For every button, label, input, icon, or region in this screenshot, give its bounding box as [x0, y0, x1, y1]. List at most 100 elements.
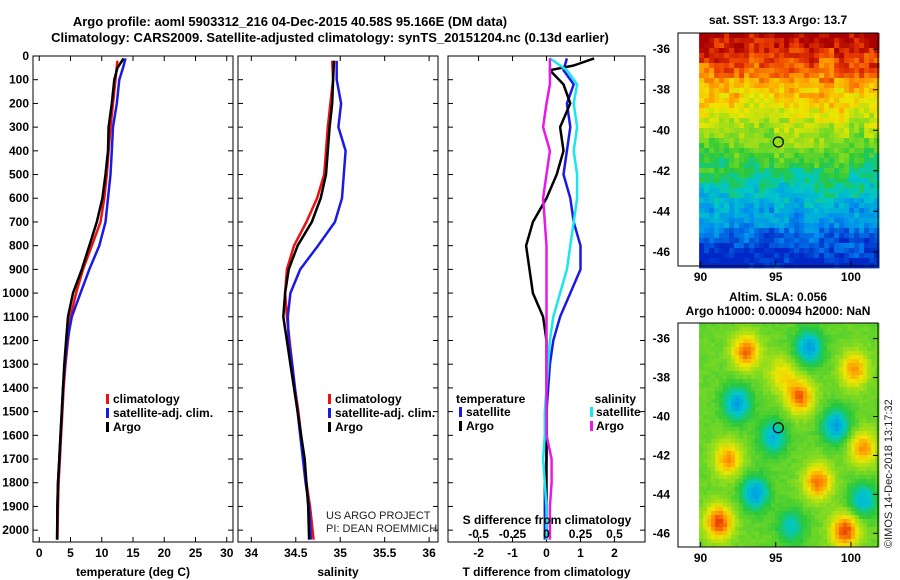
map-cell	[823, 331, 828, 336]
map-cell	[744, 203, 750, 209]
map-cell	[819, 455, 824, 460]
map-cell	[799, 173, 805, 179]
map-cell	[819, 519, 824, 524]
map-cell	[759, 98, 765, 104]
map-cell	[739, 38, 745, 44]
map-cell	[844, 38, 850, 44]
map-cell	[724, 208, 730, 214]
map-cell	[723, 355, 728, 360]
map-cell	[814, 223, 820, 229]
map-cell	[731, 379, 736, 384]
map-cell	[735, 403, 740, 408]
map-cell	[787, 527, 792, 532]
map-cell	[771, 507, 776, 512]
map-cell	[759, 118, 765, 124]
map-cell	[864, 63, 870, 69]
map-cell	[819, 33, 825, 39]
map-cell	[735, 427, 740, 432]
map-cell	[754, 248, 760, 254]
map-cell	[755, 499, 760, 504]
map-cell	[739, 463, 744, 468]
map-cell	[795, 391, 800, 396]
map-cell	[729, 118, 735, 124]
map-cell	[759, 447, 764, 452]
map-cell	[854, 68, 860, 74]
map-cell	[735, 519, 740, 524]
map-cell	[824, 173, 830, 179]
map-cell	[867, 427, 872, 432]
map-cell	[803, 535, 808, 540]
map-cell	[843, 327, 848, 332]
map-cell	[867, 523, 872, 528]
map-cell	[787, 447, 792, 452]
map-cell	[719, 443, 724, 448]
map-cell	[803, 483, 808, 488]
map-cell	[709, 258, 715, 264]
map-cell	[731, 471, 736, 476]
map-cell	[711, 447, 716, 452]
map-cell	[815, 343, 820, 348]
map-cell	[859, 391, 864, 396]
map-cell	[751, 339, 756, 344]
map-cell	[771, 331, 776, 336]
map-cell	[784, 198, 790, 204]
map-cell	[774, 213, 780, 219]
map-cell	[724, 63, 730, 69]
map-cell	[827, 351, 832, 356]
map-cell	[843, 427, 848, 432]
map-cell	[851, 415, 856, 420]
map-cell	[715, 323, 720, 328]
map-cell	[799, 98, 805, 104]
map-cell	[699, 243, 705, 249]
map-cell	[871, 423, 876, 428]
map-cell	[799, 379, 804, 384]
map-cell	[839, 327, 844, 332]
map-cell	[804, 243, 810, 249]
y-tick-label: 1900	[2, 499, 29, 513]
map-cell	[714, 118, 720, 124]
map-cell	[719, 335, 724, 340]
map-cell	[867, 479, 872, 484]
map-cell	[831, 519, 836, 524]
map-cell	[867, 395, 872, 400]
map-cell	[749, 163, 755, 169]
map-cell	[715, 403, 720, 408]
y-tick-label: -38	[653, 371, 671, 385]
map-cell	[827, 379, 832, 384]
map-cell	[799, 463, 804, 468]
map-cell	[827, 443, 832, 448]
map-cell	[791, 423, 796, 428]
map-cell	[749, 143, 755, 149]
map-cell	[799, 93, 805, 99]
map-cell	[707, 475, 712, 480]
map-cell	[719, 323, 724, 328]
map-cell	[731, 383, 736, 388]
map-cell	[863, 491, 868, 496]
map-cell	[811, 423, 816, 428]
map-cell	[819, 403, 824, 408]
map-cell	[723, 367, 728, 372]
map-cell	[803, 507, 808, 512]
map-cell	[827, 435, 832, 440]
map-cell	[815, 463, 820, 468]
map-cell	[703, 339, 708, 344]
map-cell	[747, 443, 752, 448]
map-cell	[791, 431, 796, 436]
map-cell	[739, 407, 744, 412]
map-cell	[747, 531, 752, 536]
map-cell	[864, 198, 870, 204]
map-cell	[767, 403, 772, 408]
map-cell	[811, 327, 816, 332]
map-cell	[731, 435, 736, 440]
map-cell	[843, 395, 848, 400]
map-cell	[843, 483, 848, 488]
map-cell	[751, 371, 756, 376]
map-cell	[739, 58, 745, 64]
map-cell	[874, 58, 880, 64]
map-cell	[787, 395, 792, 400]
map-cell	[875, 355, 880, 360]
map-cell	[855, 455, 860, 460]
map-cell	[719, 495, 724, 500]
map-cell	[827, 335, 832, 340]
map-cell	[807, 347, 812, 352]
